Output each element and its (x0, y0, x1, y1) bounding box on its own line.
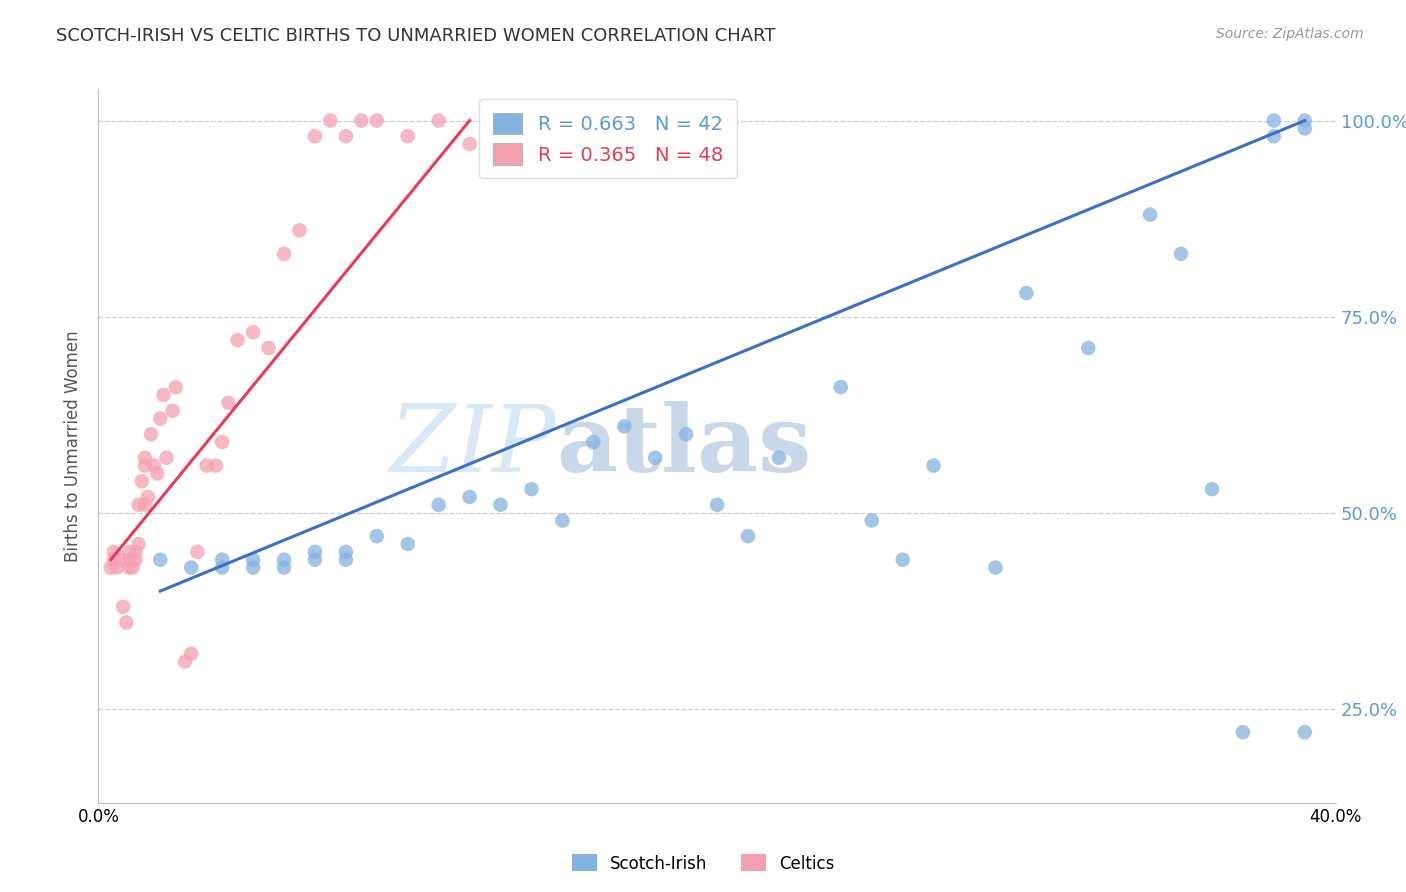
Point (288, 223, 311, 237)
Point (211, 552, 233, 566)
Point (922, 458, 945, 473)
Point (146, 467, 169, 481)
Point (319, 113, 342, 128)
Point (103, 545, 125, 559)
Point (304, 552, 326, 566)
Point (211, 435, 233, 450)
Point (675, 427, 697, 442)
Point (520, 482, 543, 496)
Legend: Scotch-Irish, Celtics: Scotch-Irish, Celtics (565, 847, 841, 880)
Point (134, 458, 156, 473)
Text: ZIP: ZIP (389, 401, 557, 491)
Text: atlas: atlas (557, 401, 811, 491)
Point (242, 326, 264, 340)
Point (427, 498, 450, 512)
Point (118, 552, 141, 566)
Point (1139, 208, 1161, 222)
Point (139, 427, 162, 442)
Point (1201, 482, 1223, 496)
Point (458, 137, 481, 152)
Point (273, 247, 295, 261)
Point (128, 537, 150, 551)
Point (118, 545, 141, 559)
Point (162, 403, 184, 417)
Point (115, 615, 138, 630)
Point (1294, 113, 1316, 128)
Point (396, 129, 419, 144)
Point (174, 655, 197, 669)
Text: SCOTCH-IRISH VS CELTIC BIRTHS TO UNMARRIED WOMEN CORRELATION CHART: SCOTCH-IRISH VS CELTIC BIRTHS TO UNMARRI… (56, 27, 776, 45)
Point (335, 545, 357, 559)
Point (304, 545, 326, 559)
Point (143, 458, 166, 473)
Point (830, 380, 852, 394)
Point (112, 599, 135, 614)
Point (149, 411, 172, 425)
Point (180, 560, 202, 574)
Point (644, 450, 666, 465)
Point (1077, 341, 1099, 355)
Point (1170, 247, 1192, 261)
Point (1294, 725, 1316, 739)
Point (366, 529, 388, 543)
Point (706, 498, 728, 512)
Point (551, 514, 574, 528)
Point (152, 388, 174, 402)
Point (1263, 113, 1285, 128)
Point (984, 560, 1007, 574)
Point (273, 560, 295, 574)
Point (613, 419, 636, 434)
Point (427, 113, 450, 128)
Point (350, 113, 373, 128)
Point (335, 552, 357, 566)
Point (211, 560, 233, 574)
Point (257, 341, 280, 355)
Point (165, 380, 187, 394)
Point (304, 129, 326, 144)
Y-axis label: Births to Unmarried Women: Births to Unmarried Women (65, 330, 83, 562)
Point (737, 529, 759, 543)
Point (1263, 129, 1285, 144)
Point (131, 475, 153, 489)
Point (891, 552, 914, 566)
Point (217, 396, 239, 410)
Point (103, 552, 125, 566)
Point (582, 435, 605, 450)
Legend: R = 0.663   N = 42, R = 0.365   N = 48: R = 0.663 N = 42, R = 0.365 N = 48 (479, 99, 737, 178)
Point (149, 552, 172, 566)
Point (128, 498, 150, 512)
Point (226, 333, 249, 347)
Point (458, 490, 481, 504)
Point (1232, 725, 1254, 739)
Point (1015, 286, 1038, 301)
Point (155, 450, 177, 465)
Point (105, 560, 128, 574)
Point (124, 545, 146, 559)
Point (186, 545, 208, 559)
Point (396, 537, 419, 551)
Point (242, 560, 264, 574)
Point (768, 450, 790, 465)
Point (489, 498, 512, 512)
Point (1294, 121, 1316, 136)
Point (134, 498, 156, 512)
Point (100, 560, 122, 574)
Point (180, 647, 202, 661)
Point (860, 514, 883, 528)
Point (121, 560, 143, 574)
Point (134, 450, 156, 465)
Text: Source: ZipAtlas.com: Source: ZipAtlas.com (1216, 27, 1364, 41)
Point (335, 129, 357, 144)
Point (205, 458, 228, 473)
Point (108, 552, 131, 566)
Point (366, 113, 388, 128)
Point (273, 552, 295, 566)
Point (136, 490, 159, 504)
Point (124, 552, 146, 566)
Point (118, 560, 141, 574)
Point (242, 552, 264, 566)
Point (195, 458, 218, 473)
